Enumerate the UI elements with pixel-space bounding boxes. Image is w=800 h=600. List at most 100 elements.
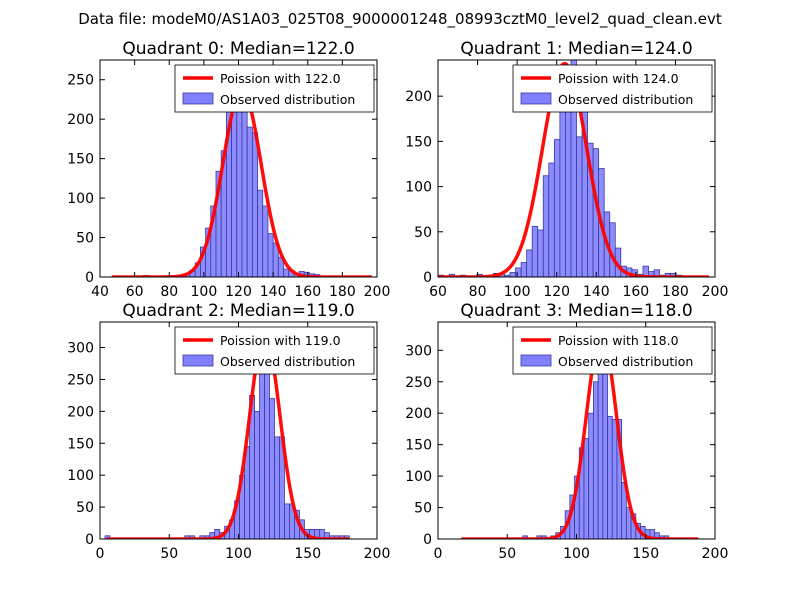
legend-bar-swatch [182, 92, 214, 105]
x-tick-label: 180 [329, 284, 356, 300]
x-tick-label: 50 [498, 546, 516, 562]
x-tick-label: 200 [364, 546, 391, 562]
y-tick-label: 50 [414, 501, 432, 517]
histogram-bar [616, 419, 623, 539]
x-tick-label: 140 [583, 284, 610, 300]
panel-title: Quadrant 0: Median=122.0 [122, 39, 354, 59]
panel-title: Quadrant 2: Median=119.0 [122, 301, 354, 321]
legend-label-poisson: Poission with 118.0 [558, 333, 679, 348]
histogram-bar [509, 272, 516, 277]
y-tick-label: 100 [405, 180, 432, 196]
plot-area-0 [111, 71, 373, 277]
y-tick-label: 0 [423, 270, 432, 286]
x-tick-label: 180 [662, 284, 689, 300]
y-tick-label: 0 [85, 532, 94, 548]
legend-label-observed: Observed distribution [220, 354, 355, 369]
y-tick-label: 50 [414, 225, 432, 241]
y-tick-label: 0 [85, 270, 94, 286]
y-tick-label: 100 [67, 191, 94, 207]
x-tick-label: 120 [543, 284, 570, 300]
x-tick-label: 100 [191, 284, 218, 300]
panel-quadrant-3: 0 50 100 150 200 0 50 100 150 200 250 300 Quadrant 3… [405, 301, 728, 562]
legend-label-poisson: Poission with 122.0 [220, 71, 341, 86]
histogram-bar [526, 249, 533, 277]
x-tick-label: 160 [294, 284, 321, 300]
y-tick-label: 200 [67, 404, 94, 420]
y-tick-label: 0 [423, 532, 432, 548]
y-tick-label: 50 [76, 500, 94, 516]
y-tick-label: 100 [405, 469, 432, 485]
x-tick-label: 160 [622, 284, 649, 300]
x-tick-label: 150 [294, 546, 321, 562]
y-tick-label: 50 [76, 231, 94, 247]
axes-frame [437, 59, 716, 278]
legend-label-observed: Observed distribution [558, 354, 693, 369]
histogram-bar [588, 412, 594, 539]
histogram-bar [597, 362, 604, 539]
x-tick-label: 60 [126, 284, 144, 300]
y-tick-label: 150 [67, 436, 94, 452]
y-tick-label: 100 [67, 468, 94, 484]
figure-title: Data file: modeM0/AS1A03_025T08_90000012… [78, 10, 722, 29]
histogram-bar [284, 503, 290, 539]
x-tick-label: 100 [563, 546, 590, 562]
y-tick-label: 200 [405, 406, 432, 422]
x-tick-label: 100 [504, 284, 531, 300]
legend-label-poisson: Poission with 124.0 [558, 71, 679, 86]
histogram-bar [565, 109, 572, 277]
histogram-bar [583, 437, 590, 539]
legend-label-observed: Observed distribution [220, 92, 355, 107]
panel-quadrant-1: 60 80 100 120 140 160 180 200 0 50 100 150 200 Quadra… [405, 39, 728, 300]
histogram-bar [548, 162, 555, 277]
histogram-bar [559, 95, 566, 277]
y-tick-label: 150 [405, 134, 432, 150]
legend-label-poisson: Poission with 119.0 [220, 333, 341, 348]
y-tick-label: 300 [405, 343, 432, 359]
histogram-bar [531, 225, 539, 277]
x-tick-label: 60 [429, 284, 447, 300]
y-tick-label: 300 [67, 341, 94, 357]
x-tick-label: 50 [160, 546, 178, 562]
histogram-bar [231, 95, 238, 277]
histogram-bar [262, 205, 269, 277]
panel-quadrant-2: 0 50 100 150 200 0 50 100 150 200 250 300 Quadrant 2… [67, 301, 390, 562]
histogram-bar [607, 415, 613, 539]
x-tick-label: 120 [225, 284, 252, 300]
histogram-bar [537, 229, 544, 277]
plot-area-2 [104, 333, 351, 539]
x-tick-label: 80 [160, 284, 178, 300]
y-tick-label: 200 [67, 112, 94, 128]
histogram-bar [553, 139, 561, 277]
legend-bar-swatch [520, 92, 552, 105]
histogram-bar [515, 267, 522, 277]
x-tick-label: 80 [469, 284, 487, 300]
histogram-bar [576, 136, 583, 277]
poisson-curve [105, 333, 351, 539]
x-tick-label: 100 [225, 546, 252, 562]
x-tick-label: 200 [702, 546, 729, 562]
y-tick-label: 200 [405, 89, 432, 105]
histogram-bar [542, 175, 550, 277]
y-tick-label: 150 [67, 152, 94, 168]
histogram-bar [257, 189, 264, 277]
x-tick-label: 150 [632, 546, 659, 562]
histogram-bar [611, 419, 618, 539]
x-tick-label: 140 [260, 284, 287, 300]
x-tick-label: 40 [91, 284, 109, 300]
x-tick-label: 0 [434, 546, 443, 562]
x-tick-label: 200 [364, 284, 391, 300]
histogram-bar [269, 398, 275, 539]
panel-title: Quadrant 3: Median=118.0 [460, 301, 692, 321]
histogram-bar [246, 126, 253, 277]
y-tick-label: 250 [67, 372, 94, 388]
histogram-bar [592, 381, 599, 539]
y-tick-label: 250 [405, 375, 432, 391]
legend-label-observed: Observed distribution [558, 92, 693, 107]
panel-title: Quadrant 1: Median=124.0 [460, 39, 692, 59]
histogram-bar [520, 262, 528, 277]
histogram-bar [267, 233, 274, 277]
panel-quadrant-0: 40 60 80 100 120 140 160 180 200 0 50 100 150 200 250 Q… [67, 39, 390, 300]
x-tick-label: 0 [96, 546, 105, 562]
histogram-bar [264, 366, 270, 539]
